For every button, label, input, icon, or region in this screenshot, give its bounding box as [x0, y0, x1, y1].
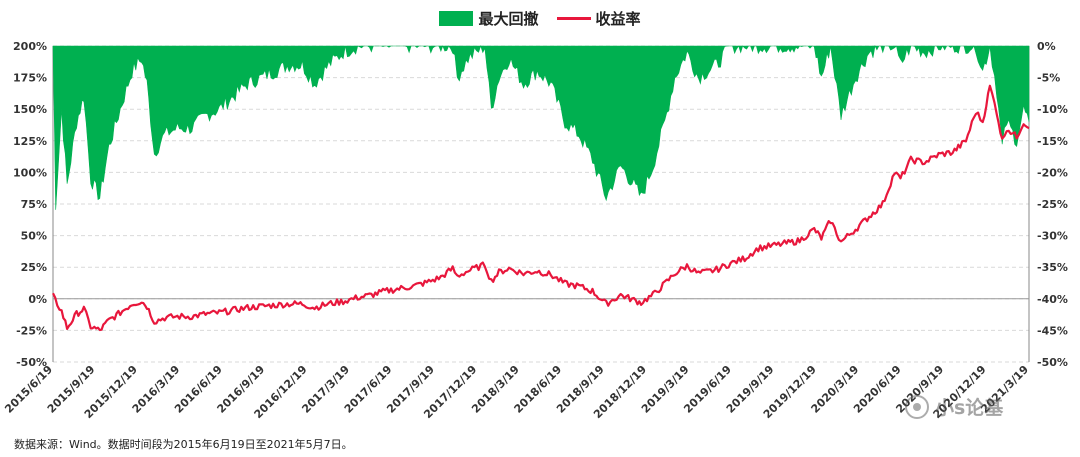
right-tick-label: -35%	[1037, 261, 1068, 274]
legend-swatch-return	[556, 16, 591, 20]
right-tick-label: -45%	[1037, 324, 1068, 337]
left-tick-label: 100%	[13, 166, 47, 179]
legend-label-return: 收益率	[595, 9, 641, 28]
right-tick-label: -20%	[1037, 166, 1068, 179]
left-tick-label: 25%	[21, 261, 47, 274]
left-tick-label: 75%	[21, 198, 47, 211]
left-tick-label: -50%	[16, 356, 47, 369]
drawdown-area	[52, 45, 1030, 210]
x-axis-tick-labels: 2015/6/192015/9/192015/12/192016/3/19201…	[2, 363, 1031, 421]
right-tick-label: -15%	[1037, 135, 1068, 148]
right-tick-label: -30%	[1037, 230, 1068, 243]
right-tick-label: 0%	[1037, 40, 1056, 53]
legend: 最大回撤 收益率	[0, 6, 1080, 30]
left-tick-label: 150%	[13, 103, 47, 116]
legend-item-drawdown: 最大回撤	[439, 8, 539, 29]
right-tick-label: -40%	[1037, 293, 1068, 306]
left-tick-label: 200%	[13, 40, 47, 53]
right-axis-tick-labels: 0% -5% -10% -15% -20% -25% -30% -35% -40% -45% -50…	[1037, 40, 1068, 369]
right-tick-label: -10%	[1037, 103, 1068, 116]
return-line-layer	[52, 84, 1030, 332]
right-tick-label: -50%	[1037, 356, 1068, 369]
left-tick-label: 50%	[21, 230, 47, 243]
legend-swatch-drawdown	[439, 10, 474, 26]
wechat-logo-icon	[905, 394, 929, 419]
right-tick-label: -25%	[1037, 198, 1068, 211]
legend-label-drawdown: 最大回撤	[478, 9, 539, 28]
watermark-text: 小s论基	[935, 397, 1004, 419]
watermark: 小s论基	[905, 393, 1003, 420]
left-axis-tick-labels: 200% 175% 150% 125% 100% 75% 50% 25% 0% -25% -50%	[13, 40, 47, 369]
legend-item-return: 收益率	[556, 8, 641, 29]
left-tick-label: 175%	[13, 72, 47, 85]
drawdown-area-layer	[52, 45, 1030, 210]
grid-lines	[52, 45, 1030, 363]
left-tick-label: 125%	[13, 135, 47, 148]
return-line	[52, 84, 1030, 332]
right-tick-label: -5%	[1037, 72, 1060, 85]
source-note: 数据来源：Wind。数据时间段为2015年6月19日至2021年5月7日。	[14, 438, 353, 451]
left-tick-label: 0%	[28, 293, 47, 306]
left-tick-label: -25%	[16, 324, 47, 337]
